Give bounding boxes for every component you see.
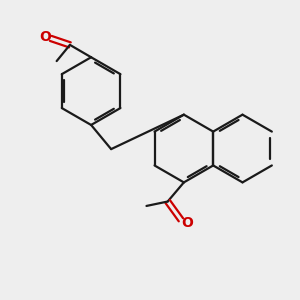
- Text: O: O: [40, 30, 51, 44]
- Text: O: O: [181, 216, 193, 230]
